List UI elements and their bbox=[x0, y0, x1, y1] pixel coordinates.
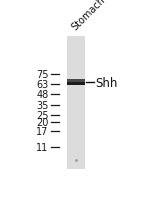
Bar bbox=[67, 80, 85, 83]
Bar bbox=[67, 83, 85, 85]
Text: 75: 75 bbox=[36, 70, 48, 80]
Text: 35: 35 bbox=[36, 101, 48, 111]
Text: 20: 20 bbox=[36, 118, 48, 128]
Text: 63: 63 bbox=[36, 79, 48, 89]
Text: 17: 17 bbox=[36, 126, 48, 136]
Text: Stomach: Stomach bbox=[69, 0, 107, 32]
Bar bbox=[67, 37, 85, 169]
Text: Shh: Shh bbox=[96, 76, 118, 89]
Text: 11: 11 bbox=[36, 143, 48, 153]
Text: 25: 25 bbox=[36, 110, 48, 121]
Text: 48: 48 bbox=[36, 90, 48, 99]
